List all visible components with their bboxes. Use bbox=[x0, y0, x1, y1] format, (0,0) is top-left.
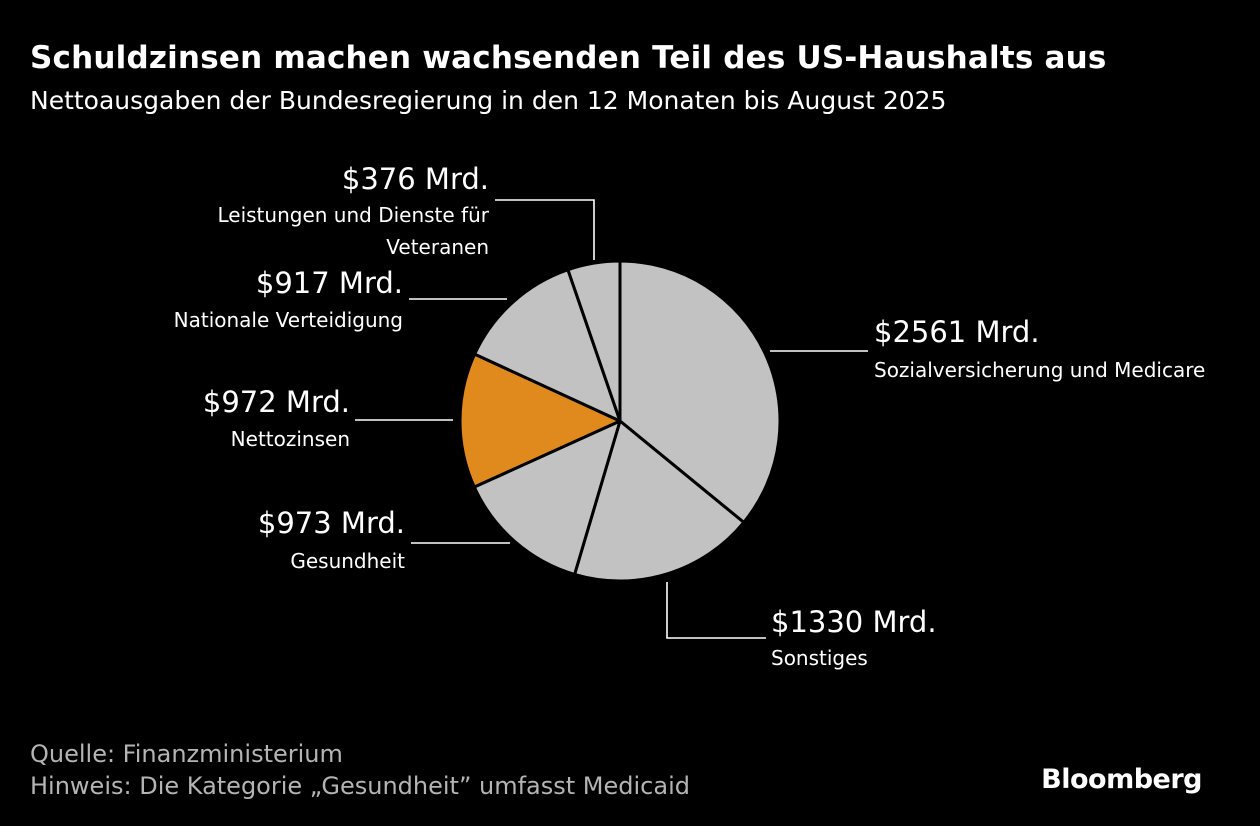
chart-subtitle: Nettoausgaben der Bundesregierung in den… bbox=[30, 86, 947, 115]
source-note: Quelle: Finanzministerium bbox=[30, 740, 343, 768]
value-label-sonstiges: $1330 Mrd. bbox=[771, 605, 937, 639]
value-label-gesundheit: $973 Mrd. bbox=[258, 506, 405, 540]
pie-slice-nettozinsen bbox=[458, 352, 622, 489]
leader-line-sonstiges bbox=[666, 582, 766, 639]
category-label-leistungen-und-dienste-fuer-veteranen-line-1: Leistungen und Dienste für bbox=[217, 203, 489, 227]
value-label-sozialversicherung-und-medicare: $2561 Mrd. bbox=[874, 315, 1040, 349]
pie-slice-sonstiges bbox=[573, 419, 746, 583]
category-label-sozialversicherung-und-medicare: Sozialversicherung und Medicare bbox=[874, 358, 1205, 382]
category-label-nettozinsen: Nettozinsen bbox=[231, 427, 350, 451]
bloomberg-logo: Bloomberg bbox=[1041, 764, 1202, 795]
value-label-nettozinsen: $972 Mrd. bbox=[203, 385, 350, 419]
pie-slice-gesundheit bbox=[472, 419, 622, 576]
pie-slice-leistungen-und-dienste-fuer-veteranen bbox=[566, 259, 622, 423]
value-label-leistungen-und-dienste-fuer-veteranen: $376 Mrd. bbox=[342, 162, 489, 196]
pie-slice-sozialversicherung-und-medicare bbox=[618, 259, 782, 524]
category-label-leistungen-und-dienste-fuer-veteranen-line-2: Veteranen bbox=[386, 235, 489, 259]
leader-line-leistungen-und-dienste-fuer-veteranen bbox=[495, 199, 595, 260]
value-label-nationale-verteidigung: $917 Mrd. bbox=[256, 266, 403, 300]
category-label-sonstiges: Sonstiges bbox=[771, 646, 868, 670]
footnote: Hinweis: Die Kategorie „Gesundheit” umfa… bbox=[30, 772, 690, 800]
category-label-nationale-verteidigung: Nationale Verteidigung bbox=[174, 308, 403, 332]
category-label-gesundheit: Gesundheit bbox=[290, 549, 405, 573]
chart-title: Schuldzinsen machen wachsenden Teil des … bbox=[30, 40, 1107, 76]
pie-slice-nationale-verteidigung bbox=[473, 268, 622, 423]
